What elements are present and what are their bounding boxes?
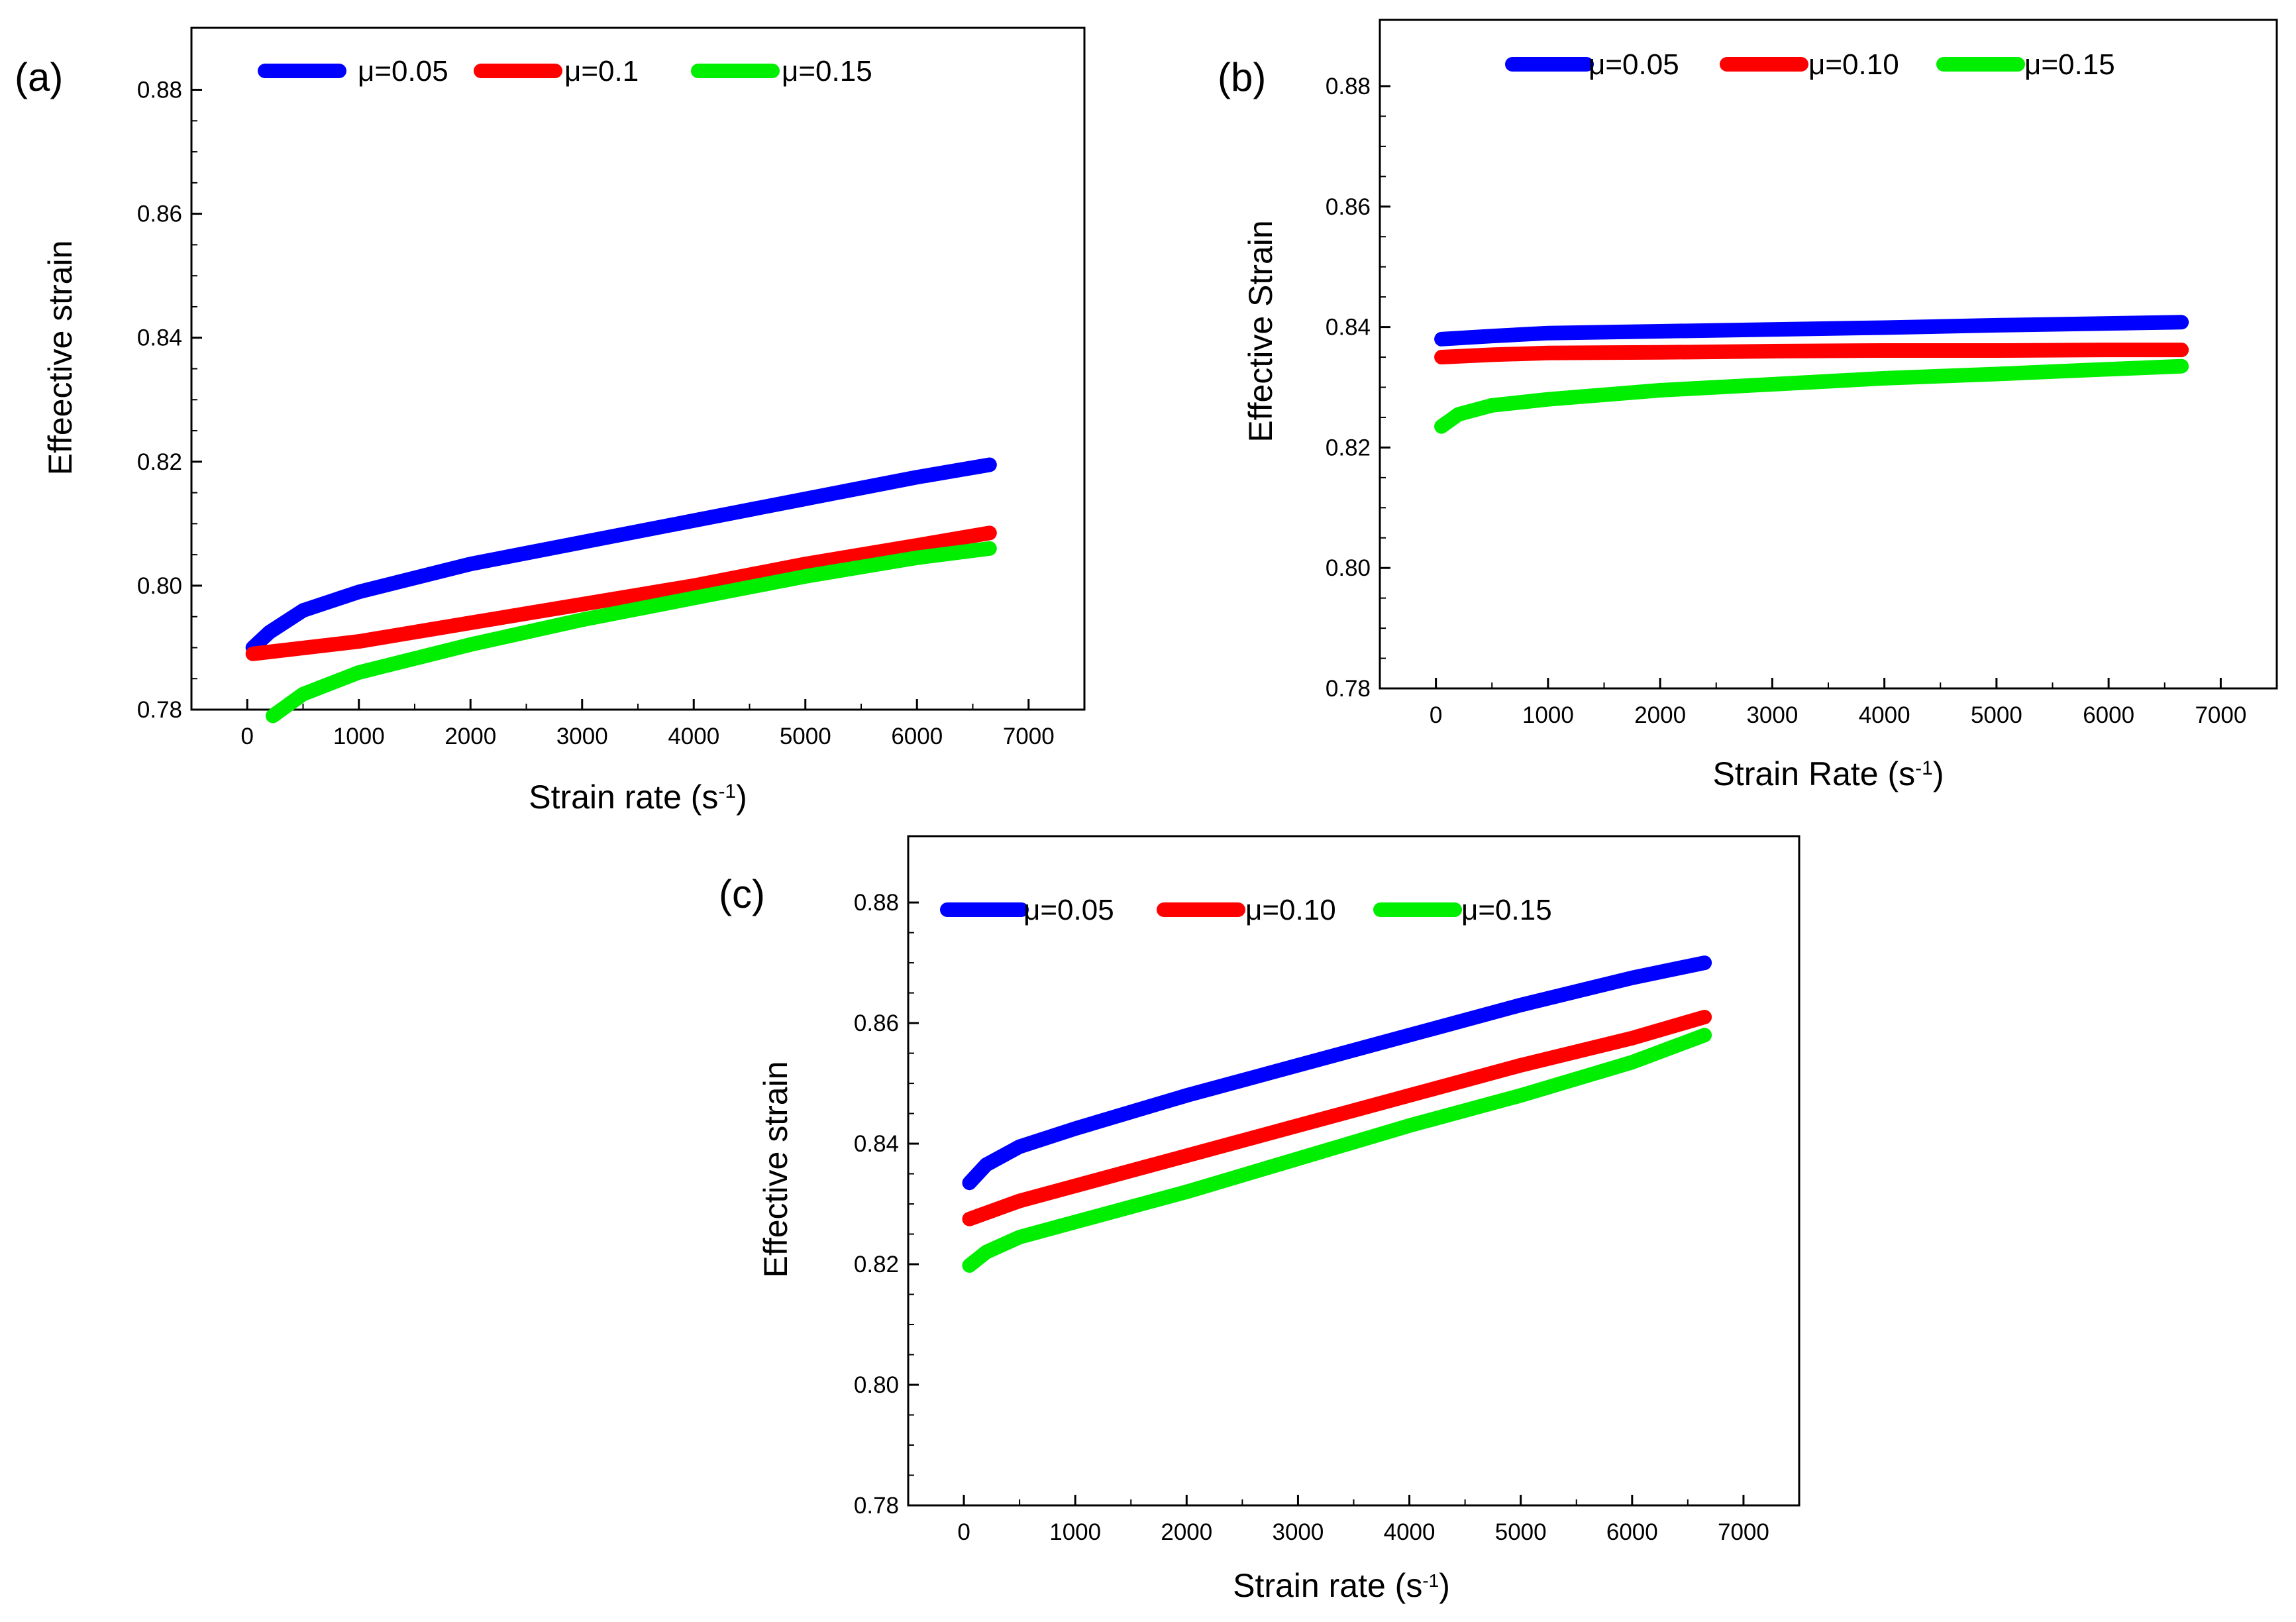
panel-c-series-line xyxy=(962,955,1712,1191)
panel-c-y-tick-label: 0.86 xyxy=(854,1010,899,1036)
panel-b-legend-label: μ=0.10 xyxy=(1808,48,1899,81)
panel-a-y-tick-label: 0.78 xyxy=(137,697,182,723)
panel-a-x-tick-label: 2000 xyxy=(444,724,496,749)
panel-b-y-axis-title: Effective Strain xyxy=(1242,220,1279,442)
panel-c-legend-label: μ=0.10 xyxy=(1245,894,1336,926)
panel-a-x-tick-label: 5000 xyxy=(780,724,831,749)
panel-b-y-tick-label: 0.78 xyxy=(1326,676,1371,702)
panel-b-x-tick-label: 1000 xyxy=(1522,702,1574,728)
panel-c-x-tick-label: 7000 xyxy=(1718,1519,1769,1545)
panel-a-y-axis: 0.78 0.80 0.82 0.84 0.86 0.88 xyxy=(137,78,202,723)
panel-c-series xyxy=(962,955,1712,1273)
panel-a: (a) 0.78 0.80 0.82 0.84 0.86 0.88 0 1000 2000 30… xyxy=(15,27,1086,816)
panel-b-x-axis-title: Strain Rate (s-1) xyxy=(1712,755,1944,792)
panel-c-x-tick-label: 1000 xyxy=(1049,1519,1101,1545)
panel-b-y-tick-label: 0.86 xyxy=(1326,194,1371,220)
panel-c-x-axis: 0 1000 2000 3000 4000 5000 6000 7000 xyxy=(957,1495,1769,1545)
panel-c-label: (c) xyxy=(719,872,765,916)
panel-b-legend: μ=0.05 μ=0.10 μ=0.15 xyxy=(1505,48,2115,81)
panel-b-series-line xyxy=(1434,358,2189,434)
panel-b-series-line xyxy=(1434,343,2189,364)
panel-b-y-tick-label: 0.82 xyxy=(1326,435,1371,460)
panel-a-x-tick-label: 3000 xyxy=(556,724,608,749)
panel-c-y-tick-label: 0.80 xyxy=(854,1372,899,1398)
panel-b-series xyxy=(1434,315,2189,434)
panel-a-series-line xyxy=(266,541,997,724)
panel-b-y-axis: 0.78 0.80 0.82 0.84 0.86 0.88 xyxy=(1326,74,1390,702)
panel-a-y-tick-label: 0.82 xyxy=(137,449,182,475)
panel-b-x-tick-label: 2000 xyxy=(1634,702,1686,728)
panel-c-y-axis-title: Effective strain xyxy=(757,1061,794,1277)
panel-b-x-tick-label: 0 xyxy=(1430,702,1442,728)
panel-c-x-axis-title: Strain rate (s-1) xyxy=(1233,1567,1450,1604)
panel-a-x-tick-label: 7000 xyxy=(1003,724,1055,749)
panel-a-y-tick-label: 0.84 xyxy=(137,325,182,351)
panel-b-y-tick-label: 0.84 xyxy=(1326,315,1371,341)
panel-c-x-tick-label: 0 xyxy=(957,1519,970,1545)
panel-b-x-tick-label: 7000 xyxy=(2195,702,2246,728)
panel-a-legend-label: μ=0.1 xyxy=(564,55,639,87)
panel-c-series-line xyxy=(962,1028,1712,1273)
panel-b-series-line xyxy=(1434,315,2189,347)
panel-a-x-tick-label: 6000 xyxy=(891,724,943,749)
panel-b-legend-label: μ=0.05 xyxy=(1589,48,1679,81)
panel-c-y-tick-label: 0.82 xyxy=(854,1252,899,1277)
panel-b: (b) 0.78 0.80 0.82 0.84 0.86 0.88 0 1000 2000 30… xyxy=(1218,19,2278,792)
panel-a-label: (a) xyxy=(15,55,63,99)
panel-b-x-tick-label: 6000 xyxy=(2083,702,2134,728)
panel-a-series-line xyxy=(245,457,997,655)
panel-a-x-tick-label: 0 xyxy=(241,724,254,749)
panel-b-x-tick-label: 5000 xyxy=(1971,702,2022,728)
panel-a-series-line xyxy=(245,525,997,661)
panel-a-y-tick-label: 0.88 xyxy=(137,78,182,103)
panel-c-x-tick-label: 4000 xyxy=(1384,1519,1435,1545)
panel-c-y-tick-label: 0.78 xyxy=(854,1493,899,1519)
panel-b-y-tick-label: 0.88 xyxy=(1326,74,1371,99)
panel-c-x-tick-label: 2000 xyxy=(1161,1519,1212,1545)
panel-c-legend-label: μ=0.15 xyxy=(1461,894,1552,926)
panel-c-legend: μ=0.05 μ=0.10 μ=0.15 xyxy=(940,894,1552,926)
panel-b-x-axis: 0 1000 2000 3000 4000 5000 6000 7000 xyxy=(1430,678,2246,728)
panel-a-x-axis: 0 1000 2000 3000 4000 5000 6000 7000 xyxy=(241,699,1055,749)
panel-a-legend: μ=0.05 μ=0.1 μ=0.15 xyxy=(258,55,872,87)
panel-c-y-axis: 0.78 0.80 0.82 0.84 0.86 0.88 xyxy=(854,890,919,1519)
panel-b-x-tick-label: 4000 xyxy=(1859,702,1910,728)
panel-a-series xyxy=(245,457,997,724)
panel-a-x-tick-label: 1000 xyxy=(333,724,385,749)
panel-a-y-tick-label: 0.86 xyxy=(137,201,182,227)
panel-c-plot-frame xyxy=(907,835,1800,1507)
panel-c-x-tick-label: 3000 xyxy=(1273,1519,1324,1545)
panel-a-x-tick-label: 4000 xyxy=(668,724,719,749)
panel-a-legend-label: μ=0.15 xyxy=(782,55,872,87)
panel-b-x-tick-label: 3000 xyxy=(1746,702,1798,728)
panel-a-legend-label: μ=0.05 xyxy=(358,55,448,87)
panel-b-label: (b) xyxy=(1218,55,1266,99)
panel-c-series-line xyxy=(962,1010,1712,1226)
panel-a-x-axis-title: Strain rate (s-1) xyxy=(529,779,747,816)
panel-c-x-tick-label: 5000 xyxy=(1495,1519,1547,1545)
panel-a-y-axis-title: Effeective strain xyxy=(42,241,79,476)
panel-a-y-tick-label: 0.80 xyxy=(137,573,182,599)
panel-c-x-tick-label: 6000 xyxy=(1606,1519,1658,1545)
panel-c-y-tick-label: 0.84 xyxy=(854,1131,899,1157)
panel-b-legend-label: μ=0.15 xyxy=(2024,48,2115,81)
panel-c-legend-label: μ=0.05 xyxy=(1023,894,1114,926)
panel-c: (c) 0.78 0.80 0.82 0.84 0.86 0.88 0 1000 2000 30… xyxy=(719,835,1800,1604)
panel-c-y-tick-label: 0.88 xyxy=(854,890,899,916)
panel-b-y-tick-label: 0.80 xyxy=(1326,555,1371,581)
